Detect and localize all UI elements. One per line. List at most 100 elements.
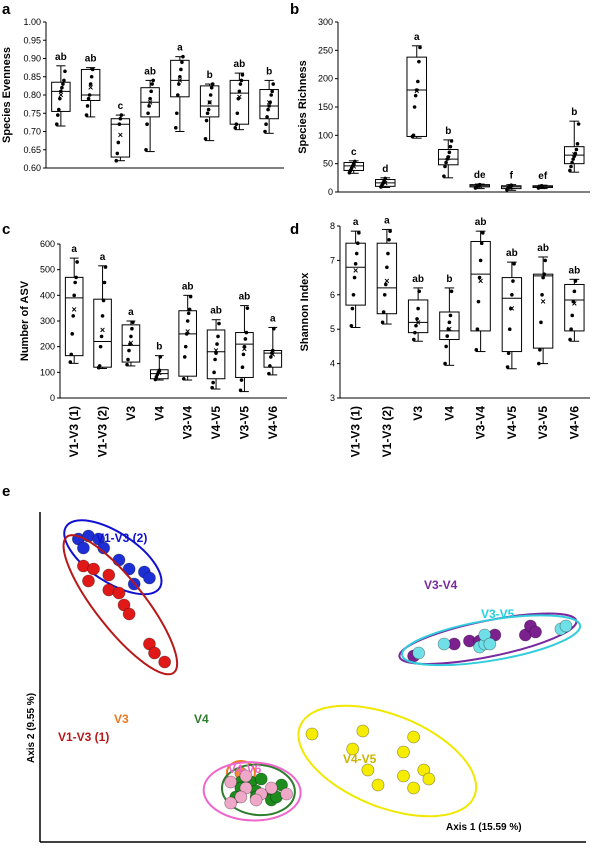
confidence-ellipse — [297, 704, 478, 818]
significance-letter: a — [100, 252, 106, 263]
y-tick-label: 400 — [40, 290, 55, 300]
data-point — [148, 96, 152, 101]
scatter-point — [112, 586, 126, 600]
x-category-label: V4-V6 — [266, 406, 280, 440]
y-tick-label: 100 — [40, 367, 55, 377]
box-4: ×a — [170, 43, 190, 132]
data-point — [350, 306, 355, 311]
data-point — [447, 320, 452, 325]
scatter-point — [224, 775, 238, 789]
data-point — [157, 368, 162, 373]
y-tick-label: 0.75 — [23, 108, 41, 118]
box-1: ×a — [376, 215, 398, 325]
data-point — [507, 327, 512, 332]
scatter-point — [87, 562, 100, 576]
data-point — [117, 122, 122, 126]
data-point — [267, 104, 271, 108]
data-point — [184, 332, 189, 336]
mean-marker: × — [242, 344, 247, 354]
y-tick-label: 4 — [330, 359, 335, 369]
box-6: × ab — [532, 243, 554, 366]
data-point — [539, 320, 543, 325]
x-category-label: V1-V3 (2) — [380, 406, 394, 457]
significance-letter: a — [177, 43, 183, 54]
group-label: V3 — [114, 712, 129, 726]
y-tick-label: 600 — [40, 239, 55, 249]
data-point — [125, 362, 129, 367]
mean-marker: × — [353, 266, 358, 276]
box-1: ×a — [93, 252, 112, 370]
data-point — [71, 314, 76, 318]
data-point — [573, 151, 578, 156]
data-point — [86, 96, 91, 101]
y-tick-label: 0.60 — [23, 163, 41, 173]
y-tick-label: 200 — [40, 342, 55, 352]
y-tick-label: 6 — [330, 290, 335, 300]
data-point — [569, 327, 573, 332]
data-point — [357, 231, 361, 235]
data-point — [352, 275, 357, 280]
scatter-point — [422, 772, 436, 786]
data-point — [446, 327, 451, 332]
significance-letter: a — [353, 217, 359, 228]
data-point — [444, 344, 448, 349]
data-point — [382, 293, 387, 297]
data-point — [244, 330, 249, 335]
data-point — [213, 357, 217, 362]
data-point — [103, 265, 108, 269]
data-point — [479, 241, 484, 245]
data-point — [212, 370, 216, 375]
box-1: ×d — [374, 164, 396, 189]
data-point — [476, 299, 481, 304]
data-point — [207, 100, 212, 105]
data-point — [353, 159, 357, 164]
data-point — [265, 115, 269, 119]
mean-marker: × — [414, 86, 419, 96]
data-point — [269, 93, 273, 97]
data-point — [119, 113, 124, 117]
box-iqr — [51, 81, 71, 112]
mean-marker: × — [540, 297, 545, 307]
scatter-point — [397, 745, 410, 759]
data-point — [414, 323, 418, 328]
data-point — [266, 107, 270, 112]
data-point — [412, 337, 416, 342]
data-point — [385, 265, 389, 270]
data-point — [417, 289, 422, 294]
scatter-point — [77, 541, 90, 555]
data-point — [60, 85, 64, 90]
box-7: × ab — [564, 265, 585, 342]
scatter-point — [143, 571, 156, 585]
mean-marker: × — [270, 349, 275, 359]
group-4: V4-V6 — [202, 761, 302, 822]
mean-marker: × — [447, 324, 452, 334]
data-point — [268, 100, 272, 105]
box-5: ×f — [500, 171, 522, 192]
data-point — [271, 348, 275, 353]
data-point — [114, 158, 119, 163]
data-point — [72, 293, 76, 298]
data-point — [175, 111, 179, 116]
mean-marker: × — [100, 325, 105, 335]
data-point — [145, 122, 149, 126]
y-tick-label: 0.90 — [23, 54, 41, 64]
mean-marker: × — [540, 182, 545, 192]
mean-marker: × — [446, 153, 451, 163]
box-4: ×de — [469, 170, 491, 191]
group-5: V4-V5 — [297, 704, 478, 818]
x-category-label: V4 — [152, 406, 166, 421]
data-point — [126, 357, 130, 362]
box-1: × ab — [80, 54, 101, 118]
data-point — [443, 361, 447, 366]
data-point — [568, 168, 572, 173]
data-point — [511, 279, 515, 283]
scatter-point — [412, 646, 426, 660]
data-point — [100, 314, 105, 318]
data-point — [204, 118, 209, 123]
data-point — [239, 78, 244, 83]
y-axis-label: Axis 2 (9.55 %) — [26, 693, 37, 763]
x-category-label: V3-V5 — [237, 406, 251, 440]
panel-a: a 0.60 0.65 0.70 0.75 0.80 0.85 0.90 0.95 1.00 Spe… — [1, 1, 284, 173]
y-tick-label: 300 — [318, 17, 333, 27]
